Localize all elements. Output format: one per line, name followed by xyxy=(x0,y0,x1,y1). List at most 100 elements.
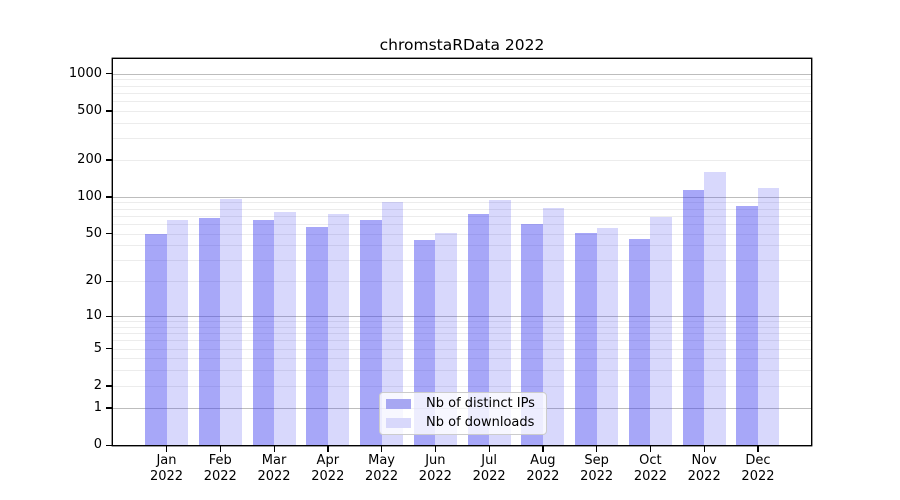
bar-downloads xyxy=(435,232,457,445)
bar-distinct-ips xyxy=(145,233,167,445)
chart-title: chromstaRData 2022 xyxy=(379,36,545,54)
x-axis-tick xyxy=(166,446,168,452)
gridline-minor xyxy=(113,92,811,94)
gridline-minor xyxy=(113,245,811,247)
gridline-major xyxy=(113,196,811,198)
y-axis-tick-label: 0 xyxy=(93,437,102,452)
x-axis-tick xyxy=(488,446,490,452)
bar-distinct-ips xyxy=(628,239,651,445)
x-axis-tick xyxy=(273,446,275,452)
plot-area: Nb of distinct IPs Nb of downloads xyxy=(113,59,811,445)
x-axis-tick-label: May 2022 xyxy=(365,453,399,484)
x-axis-tick-label: Nov 2022 xyxy=(687,453,721,484)
gridline-minor xyxy=(113,358,811,360)
y-axis-tick xyxy=(106,196,112,198)
gridline-minor xyxy=(113,348,811,350)
y-axis-tick xyxy=(106,385,112,387)
bar-downloads xyxy=(381,201,404,445)
gridline-minor xyxy=(113,340,811,342)
y-axis-tick-label: 100 xyxy=(77,188,102,204)
x-axis-tick-label: Dec 2022 xyxy=(741,453,775,484)
gridline-minor xyxy=(113,281,811,283)
gridline-minor xyxy=(113,333,811,335)
gridline-minor xyxy=(113,85,811,87)
gridline-minor xyxy=(113,159,811,161)
x-axis-tick xyxy=(434,446,437,452)
y-axis-tick xyxy=(106,407,112,409)
gridline-minor xyxy=(113,370,811,372)
x-axis-tick xyxy=(542,446,544,452)
y-axis-tick xyxy=(106,233,112,235)
y-axis-tick xyxy=(106,110,112,112)
gridline-minor xyxy=(113,233,811,235)
legend-label: Nb of downloads xyxy=(426,415,535,430)
gridline-minor xyxy=(113,215,811,217)
gridline-minor xyxy=(113,223,811,225)
legend-item-downloads: Nb of downloads xyxy=(386,415,540,431)
bar-downloads xyxy=(327,214,350,445)
y-axis-tick-label: 10 xyxy=(85,308,102,324)
y-axis-tick-label: 1000 xyxy=(68,65,102,81)
x-axis-tick-label: Feb 2022 xyxy=(203,453,237,484)
gridline-minor xyxy=(113,122,811,124)
x-axis-tick xyxy=(703,446,705,452)
y-axis-tick xyxy=(106,348,112,350)
bar-distinct-ips xyxy=(306,226,328,445)
bar-distinct-ips xyxy=(521,223,543,445)
bar-downloads xyxy=(650,217,672,445)
bar-downloads xyxy=(596,227,619,445)
x-axis-tick-label: Apr 2022 xyxy=(311,453,345,484)
bar-distinct-ips xyxy=(198,218,221,445)
x-axis-tick xyxy=(327,446,329,452)
gridline-minor xyxy=(113,326,811,328)
gridline-minor xyxy=(113,208,811,210)
y-axis-tick xyxy=(106,315,112,317)
gridline-major xyxy=(113,73,811,75)
legend-swatch-distinct-ips-icon xyxy=(386,399,411,409)
y-axis-tick-label: 20 xyxy=(85,273,102,289)
x-axis-tick-label: Jun 2022 xyxy=(418,453,452,484)
x-axis-tick-label: Jan 2022 xyxy=(149,453,184,484)
gridline-minor xyxy=(113,260,811,262)
y-axis-tick-label: 5 xyxy=(93,340,102,356)
bar-downloads xyxy=(166,219,188,445)
y-axis-tick xyxy=(106,280,112,283)
y-axis-tick-label: 200 xyxy=(77,151,102,167)
gridline-minor xyxy=(113,110,811,112)
gridline-minor xyxy=(113,202,811,204)
bar-downloads xyxy=(757,188,780,445)
bar-downloads xyxy=(489,200,511,445)
legend-label: Nb of distinct IPs xyxy=(426,396,535,411)
x-axis-tick-label: Sep 2022 xyxy=(580,453,614,484)
y-axis-tick xyxy=(106,159,112,161)
legend-item-distinct-ips: Nb of distinct IPs xyxy=(386,396,540,412)
bar-distinct-ips xyxy=(467,213,490,445)
y-axis-tick xyxy=(106,444,112,446)
y-axis-tick-label: 2 xyxy=(93,377,102,393)
bar-distinct-ips xyxy=(252,219,275,445)
gridline-major xyxy=(113,316,811,318)
y-axis-tick-label: 1 xyxy=(93,399,102,415)
bar-downloads xyxy=(542,208,565,445)
x-axis-tick xyxy=(649,446,652,452)
y-axis-tick-label: 50 xyxy=(85,225,102,241)
x-axis-tick xyxy=(596,446,598,452)
gridline-minor xyxy=(113,79,811,81)
gridline-minor xyxy=(113,100,811,102)
x-axis-tick-label: Oct 2022 xyxy=(633,453,667,484)
bar-downloads xyxy=(274,212,296,445)
x-axis-tick-label: Jul 2022 xyxy=(472,453,506,484)
bar-downloads xyxy=(704,172,726,445)
legend-swatch-downloads-icon xyxy=(386,418,411,428)
legend: Nb of distinct IPs Nb of downloads xyxy=(379,392,547,435)
y-axis-tick xyxy=(106,73,112,75)
gridline-minor xyxy=(113,385,811,387)
bar-distinct-ips xyxy=(360,219,382,445)
bar-distinct-ips xyxy=(736,206,758,445)
x-axis-tick-label: Aug 2022 xyxy=(526,453,560,484)
x-axis-tick xyxy=(219,446,222,452)
bar-distinct-ips xyxy=(575,232,597,445)
bar-distinct-ips xyxy=(682,189,705,445)
bar-downloads xyxy=(220,199,242,445)
